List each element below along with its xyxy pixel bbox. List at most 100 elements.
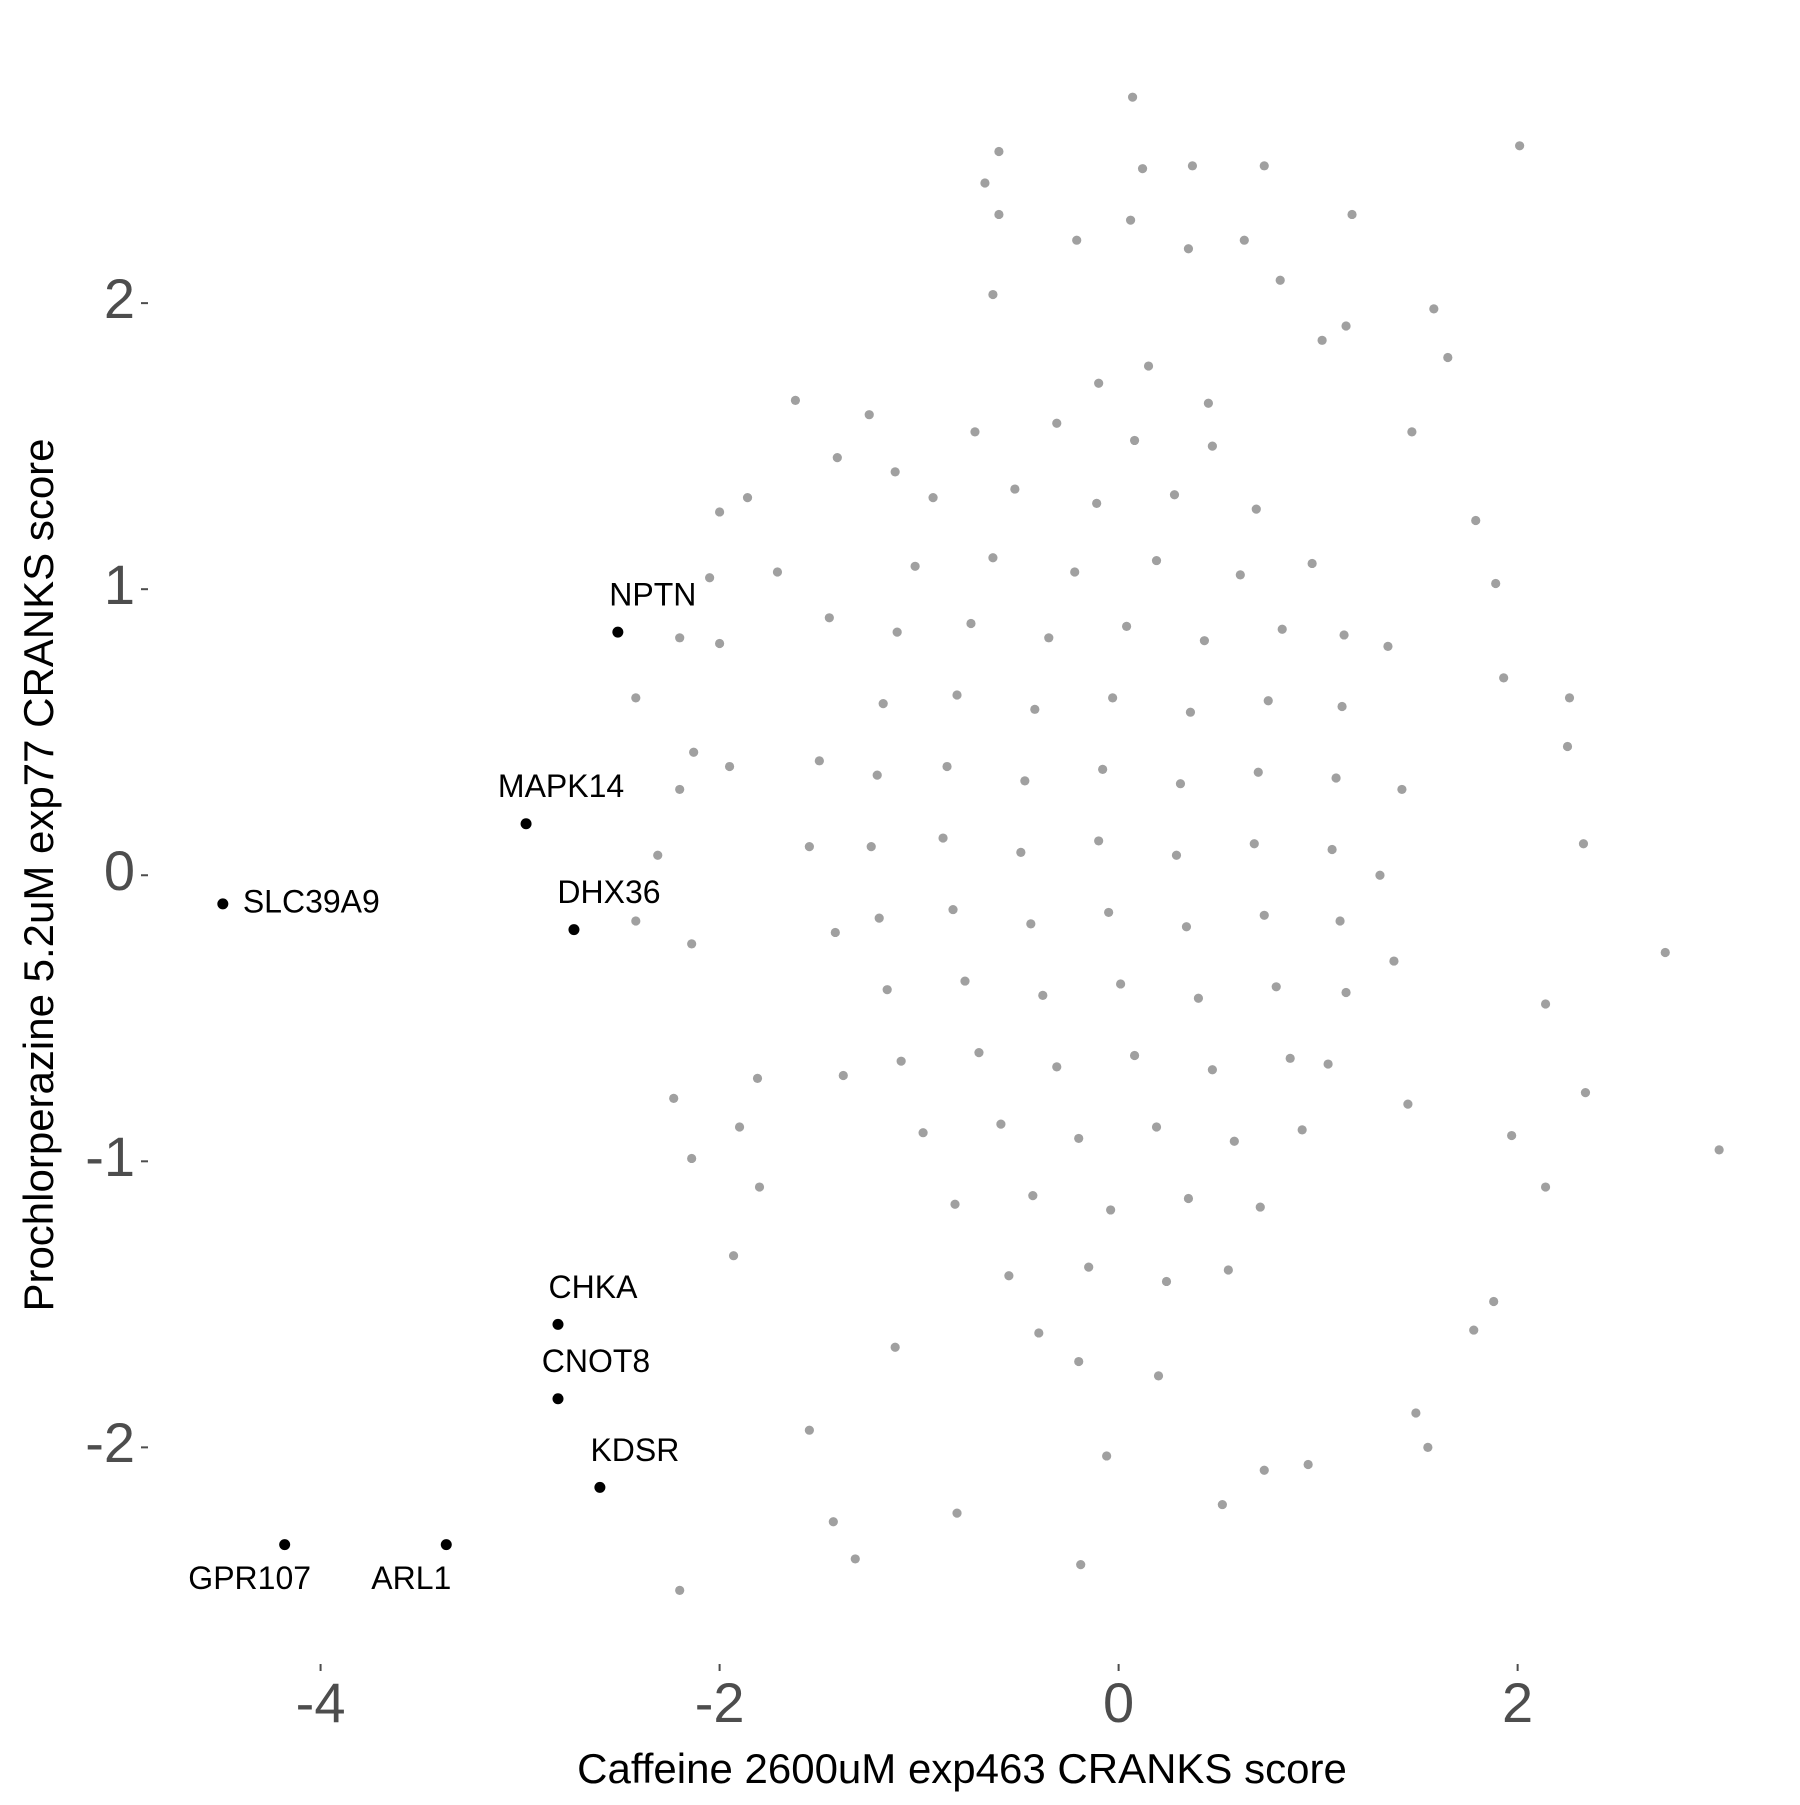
point [1102,1451,1112,1461]
point [952,690,962,700]
point-label: MAPK14 [498,768,624,804]
point [918,1128,928,1138]
point [1125,215,1136,225]
point [1341,987,1351,998]
point [1143,361,1154,371]
point [1072,235,1082,245]
point [1153,1371,1164,1381]
point [1207,441,1217,451]
point [1169,490,1180,500]
point [1443,352,1453,363]
point [882,985,892,995]
point [864,410,874,420]
highlight-point [217,898,229,910]
point [1429,304,1439,314]
y-tick-label: 1 [104,553,135,616]
y-axis-title: Prochlorperazine 5.2uM exp77 CRANKS scor… [15,438,62,1311]
point [1028,1191,1038,1201]
point [1094,378,1104,388]
point [1187,161,1198,171]
point-label: CHKA [549,1269,639,1305]
point [1277,624,1287,634]
highlight-point [594,1481,606,1493]
highlight-point [552,1393,564,1405]
y-tick-label: 2 [104,267,135,330]
point [675,1585,685,1595]
point-label: CNOT8 [542,1343,650,1379]
point [896,1056,906,1066]
point [838,1070,848,1081]
point [1411,1408,1421,1418]
y-tick-label: 0 [104,839,135,902]
point [1580,1088,1591,1098]
point [1403,1099,1413,1109]
point [804,842,814,852]
highlight-point [279,1539,291,1551]
point [675,633,685,643]
point [1341,321,1351,331]
point [1084,1262,1094,1272]
point-label: SLC39A9 [243,883,380,919]
point [1499,673,1509,683]
point [1540,999,1551,1009]
point [1038,990,1048,1000]
point [1199,636,1210,646]
point [1714,1145,1724,1155]
point [1397,784,1407,795]
point [1271,982,1281,992]
point [890,1342,900,1352]
point [714,638,725,649]
point [1074,1133,1084,1144]
point [1259,161,1269,171]
point [952,1508,962,1518]
point [1255,1202,1265,1212]
point [1383,641,1393,651]
point [1052,1062,1062,1072]
point [687,1153,697,1164]
point [938,833,948,843]
point [1030,704,1040,714]
point [1171,850,1182,860]
point [966,618,976,629]
point [1129,1050,1140,1061]
x-tick-label: -4 [296,1671,346,1734]
point [1129,435,1140,446]
point [950,1199,960,1209]
point [742,493,753,503]
point [866,842,876,852]
point [1339,630,1349,640]
point [724,761,735,772]
y-tick-label: -1 [85,1125,135,1188]
point [1044,633,1054,643]
point [988,553,998,563]
point [1004,1271,1014,1281]
point [1423,1442,1433,1452]
highlight-point [520,818,532,830]
point [948,904,958,915]
point [1317,335,1327,345]
point [728,1251,739,1261]
point [980,178,990,188]
point [1469,1325,1479,1335]
point [1183,1193,1194,1204]
point [1016,847,1026,857]
x-tick-label: 0 [1103,1671,1134,1734]
point [734,1122,745,1132]
point [1193,993,1204,1003]
point [1034,1328,1044,1338]
point [1489,1296,1499,1307]
point [1229,1136,1239,1146]
point [631,693,641,703]
point [1297,1125,1307,1135]
point [994,146,1004,157]
point [669,1093,679,1103]
point [996,1119,1006,1129]
x-tick-label: 2 [1502,1671,1533,1734]
point [872,770,882,780]
point [1327,844,1337,855]
point [1223,1265,1233,1275]
point [1275,275,1285,285]
point [1562,741,1573,752]
point [874,913,884,923]
